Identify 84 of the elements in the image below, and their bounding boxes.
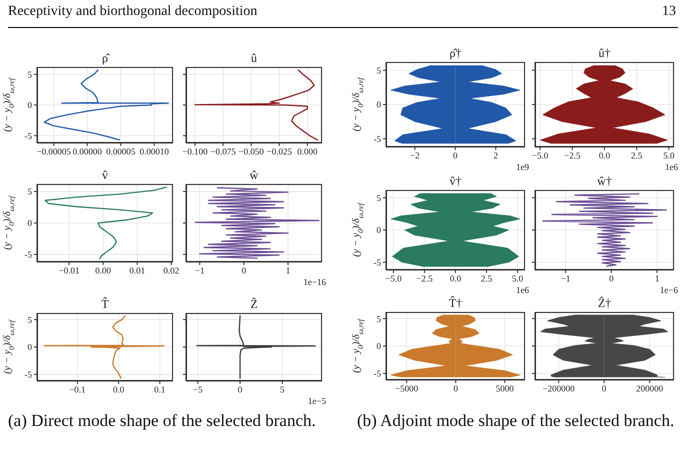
- x-tick-label: −0.050: [238, 146, 264, 156]
- x-axis-title: 1e−16: [303, 277, 326, 287]
- y-tick-label: 0: [28, 342, 32, 352]
- x-tick-label: 0.000: [297, 146, 318, 156]
- text: (b) Adjoint mode shape of the selected branch.: [357, 411, 676, 430]
- chart-title: ρ̂†: [448, 46, 462, 60]
- x-tick-label: 0: [602, 383, 607, 394]
- y-tick-label: 5: [28, 70, 32, 80]
- x-tick-label: 1: [286, 265, 290, 276]
- chart-title: v̂: [101, 168, 109, 182]
- x-axis-title: 1e−5: [308, 396, 326, 406]
- chart-title: v̂†: [448, 174, 462, 188]
- chart-title: ŵ†: [596, 174, 613, 188]
- x-axis-title: 1e6: [516, 285, 529, 295]
- y-tick-label: 5: [376, 314, 382, 324]
- x-tick-label: −5: [193, 384, 204, 394]
- chart-title: ŵ: [248, 168, 260, 182]
- x-tick-label: 5: [280, 384, 286, 394]
- x-tick-label: −0.075: [210, 146, 236, 156]
- x-tick-label: 0.0: [112, 384, 125, 394]
- x-tick-label: 0.00005: [106, 146, 136, 156]
- x-tick-label: 5.0: [663, 150, 675, 160]
- text: 13: [662, 4, 676, 20]
- y-tick-label: -5: [374, 257, 382, 268]
- x-tick-label: 0: [242, 265, 247, 276]
- x-tick-label: 0.00010: [140, 146, 170, 156]
- x-tick-label: 2: [493, 150, 498, 160]
- y-tick-label: 0: [376, 100, 382, 110]
- x-tick-label: 2.5: [480, 273, 493, 284]
- x-tick-label: 200000: [636, 383, 664, 394]
- y-tick-label: 5: [28, 314, 32, 325]
- chart-title: û: [250, 51, 258, 65]
- x-tick-label: −0.1: [69, 384, 86, 394]
- x-tick-label: −0.100: [182, 146, 208, 156]
- y-tick-label: -5: [24, 130, 32, 141]
- x-tick-label: 5.0: [512, 273, 524, 284]
- x-tick-label: 0: [453, 383, 458, 394]
- x-tick-label: −2.5: [564, 150, 581, 160]
- x-tick-label: 0.0: [450, 273, 462, 284]
- x-tick-label: 0: [238, 384, 243, 394]
- y-tick-label: 0: [28, 218, 32, 228]
- x-tick-label: −5000: [395, 383, 419, 394]
- x-tick-label: 0: [609, 273, 614, 284]
- x-tick-label: −5.0: [385, 273, 402, 284]
- x-tick-label: −2: [410, 150, 420, 160]
- y-tick-label: 5: [28, 186, 32, 197]
- x-tick-label: 1: [654, 273, 660, 284]
- chart-title: T̂†: [448, 296, 464, 310]
- x-axis-title: 1e9: [516, 162, 529, 172]
- y-tick-label: 5: [376, 65, 382, 76]
- x-tick-label: 0.1: [154, 384, 166, 394]
- chart-title: û†: [598, 46, 612, 60]
- x-tick-label: 0.00000: [72, 146, 102, 156]
- x-tick-label: 5000: [496, 383, 514, 394]
- y-tick-label: 0: [28, 100, 32, 110]
- x-tick-label: −0.00005: [36, 146, 72, 156]
- text: (a) Direct mode shape of the selected branch.: [8, 411, 317, 430]
- x-tick-label: −1: [560, 273, 570, 284]
- x-axis-title: 1e6: [665, 162, 678, 172]
- y-tick-label: 5: [376, 192, 382, 203]
- y-tick-label: -5: [24, 370, 32, 380]
- y-tick-label: -5: [24, 250, 32, 260]
- text: Receptivity and biorthogonal decomposition: [8, 4, 258, 20]
- x-tick-label: 2.5: [631, 150, 643, 160]
- chart-title: T̂: [100, 297, 110, 311]
- x-tick-label: −200000: [542, 383, 576, 394]
- x-tick-label: −2.5: [416, 273, 434, 284]
- y-tick-label: -5: [374, 134, 382, 144]
- y-tick-label: 0: [376, 341, 382, 352]
- y-tick-label: -5: [374, 368, 382, 379]
- x-tick-label: −1: [194, 265, 204, 276]
- x-axis-title: 1e−6: [660, 285, 678, 295]
- chart-title: ρ̂: [101, 51, 111, 65]
- x-tick-label: −5.0: [532, 150, 549, 160]
- x-tick-label: 0.00: [95, 265, 112, 276]
- x-tick-label: −0.025: [266, 146, 292, 156]
- x-tick-label: 0.0: [598, 150, 611, 160]
- x-tick-label: 0: [453, 150, 458, 160]
- chart-title: Ẑ†: [596, 296, 612, 310]
- x-tick-label: 0.02: [163, 265, 180, 276]
- chart-title: Ẑ: [249, 297, 259, 311]
- y-tick-label: 0: [376, 225, 382, 236]
- x-tick-label: −0.01: [58, 265, 80, 276]
- x-tick-label: 0.01: [129, 265, 146, 276]
